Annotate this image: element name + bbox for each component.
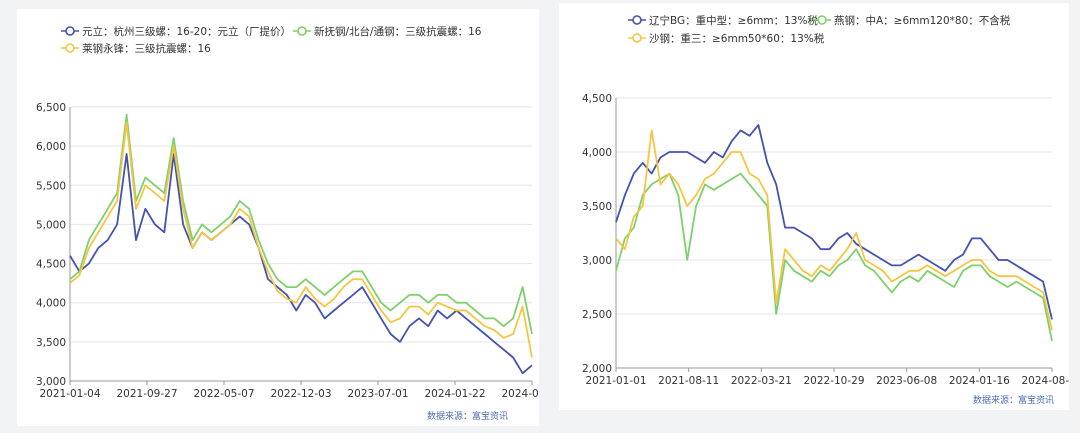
- x-tick-label: 2024-01-16: [949, 375, 1010, 387]
- legend-marker: [65, 43, 75, 53]
- steel-rebar-price-chart: 3,000 3,500 4,000 4,500 5,000 5,500 6,000 6,500…: [36, 25, 539, 422]
- x-tick-label: 2023-06-08: [876, 375, 937, 387]
- y-tick-label: 4,000: [36, 298, 66, 310]
- chart-panel-left: 3,000 3,500 4,000 4,500 5,000 5,500 6,000 6,500…: [17, 9, 539, 426]
- legend-label: 辽宁BG：重中型：≥6mm：13%税: [649, 14, 818, 27]
- y-tick-label: 4,500: [582, 93, 612, 105]
- y-tick-label: 4,000: [582, 147, 612, 159]
- legend-label: 燕钢：中A：≥6mm120*80：不含税: [834, 14, 1011, 27]
- series-line-1: [69, 153, 533, 375]
- series-line-1: [615, 124, 1053, 320]
- legend-item[interactable]: 辽宁BG：重中型：≥6mm：13%税: [628, 14, 818, 27]
- y-tick-label: 5,000: [36, 219, 66, 231]
- legend-item[interactable]: 新抚钢/北台/通钢：三级抗震螺：16: [293, 25, 482, 38]
- x-tick-label: 2021-08-11: [658, 375, 719, 387]
- y-tick-label: 2,500: [582, 309, 612, 321]
- series-line-2: [69, 113, 533, 335]
- source-note: 数据来源：富宝资讯: [427, 410, 508, 422]
- legend-item[interactable]: 莱钢永锋：三级抗震螺：16: [61, 42, 211, 55]
- y-tick-label: 6,500: [36, 102, 66, 114]
- x-tick-label: 2024-01-22: [424, 388, 485, 400]
- steel-plate-price-chart: 2,000 2,500 3,000 3,500 4,000 4,500 2021-01-01…: [582, 14, 1069, 406]
- legend-marker: [632, 33, 642, 43]
- y-tick-label: 2,000: [582, 363, 612, 375]
- legend-label: 新抚钢/北台/通钢：三级抗震螺：16: [314, 25, 482, 38]
- y-tick-label: 5,500: [36, 180, 66, 192]
- y-tick-label: 3,000: [582, 255, 612, 267]
- legend-marker: [65, 26, 75, 36]
- series-line-2: [615, 172, 1053, 342]
- legend-item[interactable]: 元立：杭州三级螺：16-20：元立（厂提价）: [61, 25, 291, 38]
- x-tick-label: 2022-03-21: [731, 375, 792, 387]
- y-tick-label: 3,500: [36, 337, 66, 349]
- legend-marker: [297, 26, 307, 36]
- legend-label: 元立：杭州三级螺：16-20：元立（厂提价）: [82, 25, 291, 38]
- x-tick-label: 2021-01-04: [39, 388, 100, 400]
- x-tick-label: 2023-07-01: [347, 388, 408, 400]
- legend-marker: [632, 15, 642, 25]
- y-tick-label: 6,000: [36, 141, 66, 153]
- x-tick-label: 2024-08-25: [1021, 375, 1069, 387]
- series-line-3: [615, 129, 1053, 331]
- legend-item[interactable]: 沙钢：重三：≥6mm50*60：13%税: [628, 32, 825, 45]
- x-tick-label: 2024-08-23: [501, 388, 539, 400]
- x-tick-label: 2022-05-07: [193, 388, 254, 400]
- legend-marker: [817, 15, 827, 25]
- legend-item[interactable]: 燕钢：中A：≥6mm120*80：不含税: [813, 14, 1011, 27]
- chart-panel-right: 2,000 2,500 3,000 3,500 4,000 4,500 2021-01-01…: [559, 3, 1069, 410]
- x-tick-label: 2022-12-03: [270, 388, 331, 400]
- y-tick-label: 3,000: [36, 376, 66, 388]
- legend-label: 莱钢永锋：三级抗震螺：16: [82, 42, 211, 55]
- y-tick-label: 4,500: [36, 259, 66, 271]
- source-note: 数据来源：富宝资讯: [973, 394, 1054, 406]
- series-line-3: [69, 121, 533, 358]
- y-tick-label: 3,500: [582, 201, 612, 213]
- x-tick-label: 2021-09-27: [116, 388, 177, 400]
- legend-label: 沙钢：重三：≥6mm50*60：13%税: [649, 32, 825, 45]
- x-tick-label: 2022-10-29: [803, 375, 864, 387]
- x-tick-label: 2021-01-01: [585, 375, 646, 387]
